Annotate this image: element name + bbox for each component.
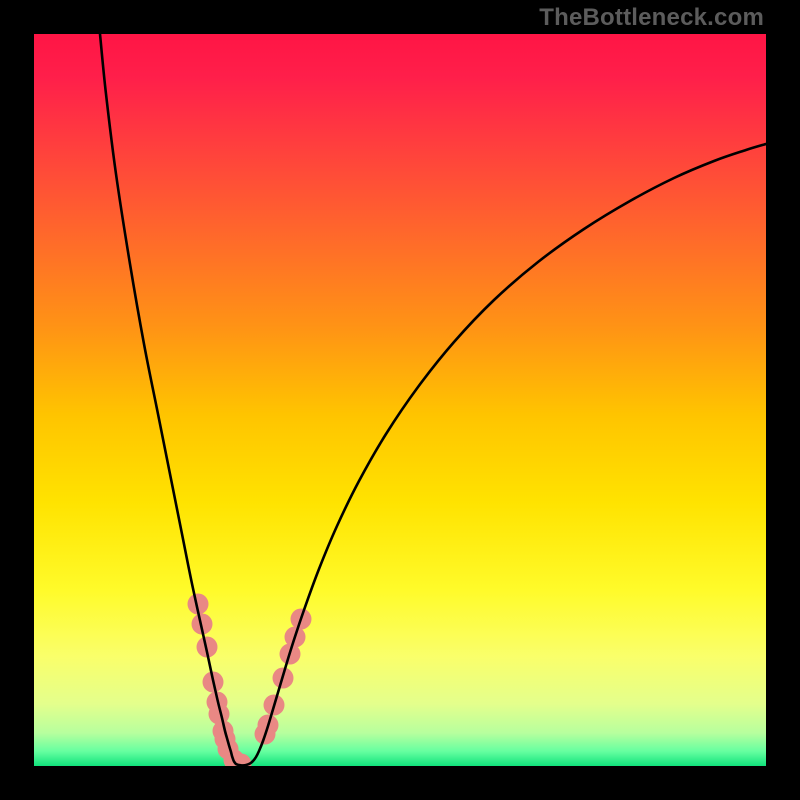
- curve-layer: [34, 34, 766, 766]
- chart-root: TheBottleneck.com: [0, 0, 800, 800]
- watermark-text: TheBottleneck.com: [539, 4, 764, 32]
- curve-right: [242, 144, 766, 766]
- curve-left: [100, 34, 242, 766]
- markers-group: [188, 594, 312, 767]
- plot-area: [34, 34, 766, 766]
